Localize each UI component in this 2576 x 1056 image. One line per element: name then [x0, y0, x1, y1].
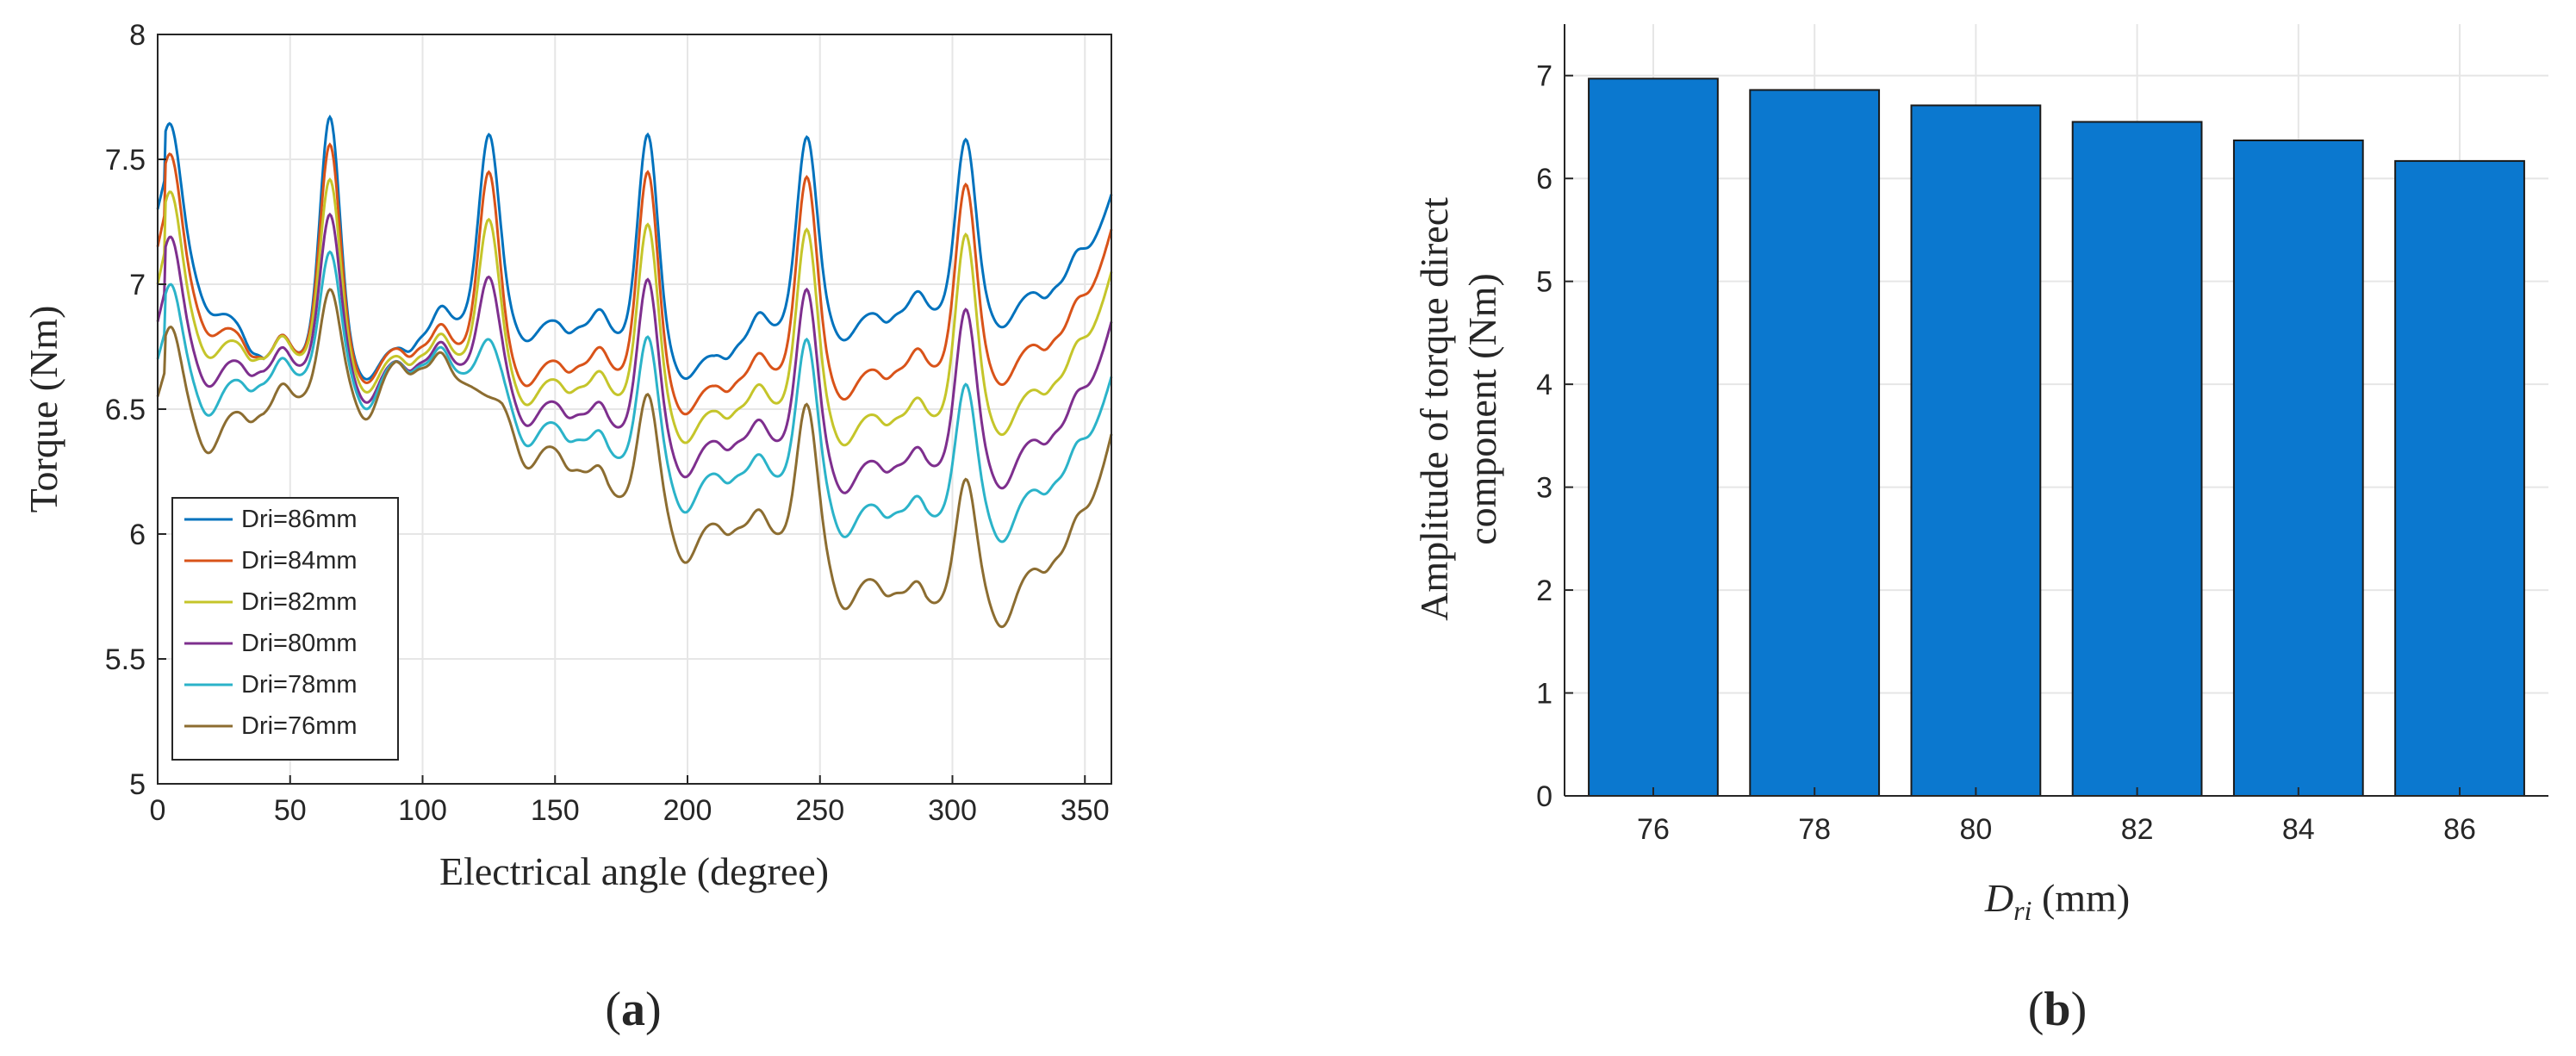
bar-chart-y-axis-label-line2: component (Nm)	[1460, 273, 1504, 545]
bar	[2232, 139, 2364, 798]
bar	[2394, 159, 2525, 797]
line-chart-legend: Dri=86mm Dri=84mm Dri=82mm Dri=80mm Dri=78mm…	[171, 497, 399, 761]
y-tick-label: 1	[1536, 678, 1552, 711]
bar-chart-x-ticks: 76 78 80 82 84 86	[1637, 787, 2476, 846]
bar-chart-bars	[1588, 78, 2525, 798]
panel-label-a-letter: a	[621, 983, 645, 1036]
x-tick-label: 84	[2282, 813, 2315, 846]
torque-series-line	[156, 212, 1113, 494]
x-tick-label: 200	[663, 794, 712, 827]
y-tick-label: 5.5	[105, 643, 146, 676]
bar-chart-x-label-unit: (mm)	[2032, 876, 2130, 920]
y-tick-label: 8	[129, 19, 146, 52]
y-tick-label: 7.5	[105, 144, 146, 177]
torque-series-line	[156, 142, 1113, 416]
y-tick-label: 3	[1536, 472, 1552, 505]
y-tick-label: 6.5	[105, 394, 146, 426]
y-tick-label: 2	[1536, 575, 1552, 607]
bar-chart-x-label-main: D	[1984, 876, 2013, 920]
line-chart-series	[156, 115, 1113, 629]
legend-entry-label: Dri=76mm	[241, 712, 358, 740]
x-tick-label: 300	[928, 794, 977, 827]
y-tick-label: 4	[1536, 369, 1552, 401]
y-tick-label: 7	[129, 269, 146, 301]
line-chart-y-ticks: 5 5.5 6 6.5 7 7.5 8	[105, 19, 166, 801]
x-tick-label: 80	[1959, 813, 1992, 846]
bar-chart-y-axis-label-line1: Amplitude of torque direct	[1412, 197, 1456, 621]
x-tick-label: 86	[2443, 813, 2476, 846]
legend-box	[171, 497, 399, 761]
y-tick-label: 5	[1536, 266, 1552, 299]
y-tick-label: 6	[1536, 163, 1552, 196]
x-tick-label: 82	[2121, 813, 2154, 846]
bar-chart-x-label-subscript: ri	[2013, 895, 2032, 926]
legend-entry-label: Dri=80mm	[241, 630, 358, 657]
legend-entry-label: Dri=82mm	[241, 588, 358, 616]
x-tick-label: 350	[1061, 794, 1110, 827]
line-chart-x-axis-label: Electrical angle (degree)	[439, 849, 829, 893]
bar	[2071, 121, 2203, 797]
bar	[1749, 89, 1881, 797]
y-tick-label: 6	[129, 519, 146, 551]
y-tick-label: 5	[129, 768, 146, 801]
panel-label-b-open: (	[2028, 983, 2044, 1036]
torque-line-chart: 0 50 100 150 200 250 300 350 5 5.5 6 6.5 7 7.5 8 Elec…	[22, 19, 1113, 893]
legend-entry-label: Dri=86mm	[241, 506, 358, 533]
y-tick-label: 0	[1536, 780, 1552, 813]
panel-label-b: (b)	[2028, 983, 2087, 1036]
panel-label-a-close: )	[645, 983, 662, 1036]
torque-series-line	[156, 250, 1113, 544]
bar-chart-x-axis-label: Dri (mm)	[1984, 876, 2130, 926]
x-tick-label: 78	[1798, 813, 1831, 846]
panel-label-a-open: (	[605, 983, 621, 1036]
panel-label-a: (a)	[605, 983, 661, 1036]
bar	[1910, 104, 2042, 798]
line-chart-x-ticks: 0 50 100 150 200 250 300 350	[150, 775, 1110, 827]
x-tick-label: 0	[150, 794, 166, 827]
panel-label-b-letter: b	[2044, 983, 2070, 1036]
x-tick-label: 250	[795, 794, 844, 827]
legend-entry-label: Dri=78mm	[241, 671, 358, 699]
x-tick-label: 150	[531, 794, 580, 827]
panel-label-b-close: )	[2071, 983, 2088, 1036]
bar-chart-y-ticks: 0 1 2 3 4 5 6 7	[1536, 60, 1573, 813]
bar	[1588, 78, 1719, 798]
line-chart-y-axis-label: Torque (Nm)	[22, 306, 65, 513]
torque-series-line	[156, 177, 1113, 447]
torque-bar-chart: 76 78 80 82 84 86 0 1 2 3 4 5 6 7 Dri (mm) Amplitude…	[1412, 24, 2548, 926]
legend-entry-label: Dri=84mm	[241, 547, 358, 575]
x-tick-label: 50	[274, 794, 307, 827]
torque-series-line	[156, 288, 1113, 629]
x-tick-label: 76	[1637, 813, 1670, 846]
y-tick-label: 7	[1536, 60, 1552, 93]
x-tick-label: 100	[398, 794, 447, 827]
